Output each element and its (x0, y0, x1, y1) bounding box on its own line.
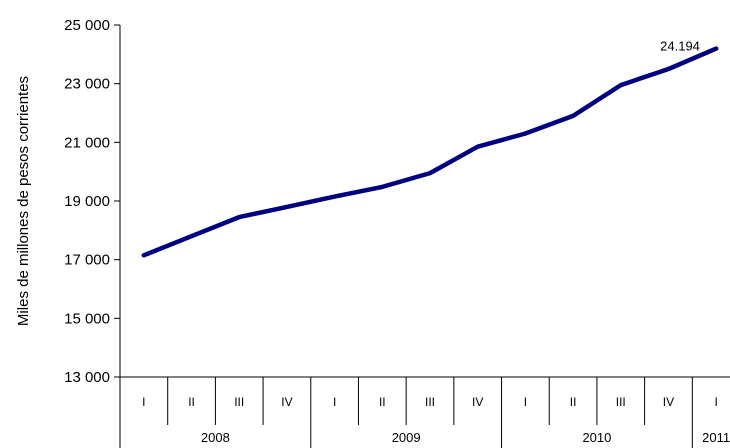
x-category-label: IV (281, 395, 292, 409)
x-category-label: III (616, 395, 626, 409)
x-year-label: 2010 (582, 430, 611, 445)
y-tick-label: 21 000 (64, 134, 110, 151)
x-year-label: 2011 (702, 430, 730, 445)
x-category-label: I (142, 395, 145, 409)
x-category-label: I (333, 395, 336, 409)
x-category-label: II (188, 395, 195, 409)
x-category-label: I (714, 395, 717, 409)
y-tick-label: 17 000 (64, 252, 110, 269)
x-category-label: III (234, 395, 244, 409)
series-line (141, 46, 719, 258)
data-label: 24.194 (660, 39, 700, 54)
x-category-label: I (524, 395, 527, 409)
annotations: 24.194 (660, 39, 700, 54)
y-tick-label: 15 000 (64, 310, 110, 327)
y-tick-label: 13 000 (64, 369, 110, 386)
y-tick-label: 25 000 (64, 17, 110, 34)
x-category-label: IV (663, 395, 674, 409)
x-year-label: 2008 (201, 430, 230, 445)
y-axis-ticks: 13 000 15 000 17 000 19 000 21 000 23 000 25 0… (64, 17, 120, 386)
y-axis-title: Miles de millones de pesos corrientes (15, 76, 32, 326)
x-year-label: 2009 (392, 430, 421, 445)
x-category-label: II (570, 395, 577, 409)
x-category-label: II (379, 395, 386, 409)
y-tick-label: 23 000 (64, 76, 110, 93)
x-category-label: IV (472, 395, 483, 409)
y-tick-label: 19 000 (64, 193, 110, 210)
x-category-label: III (425, 395, 435, 409)
axes (119, 25, 730, 448)
series-layer (141, 46, 719, 258)
